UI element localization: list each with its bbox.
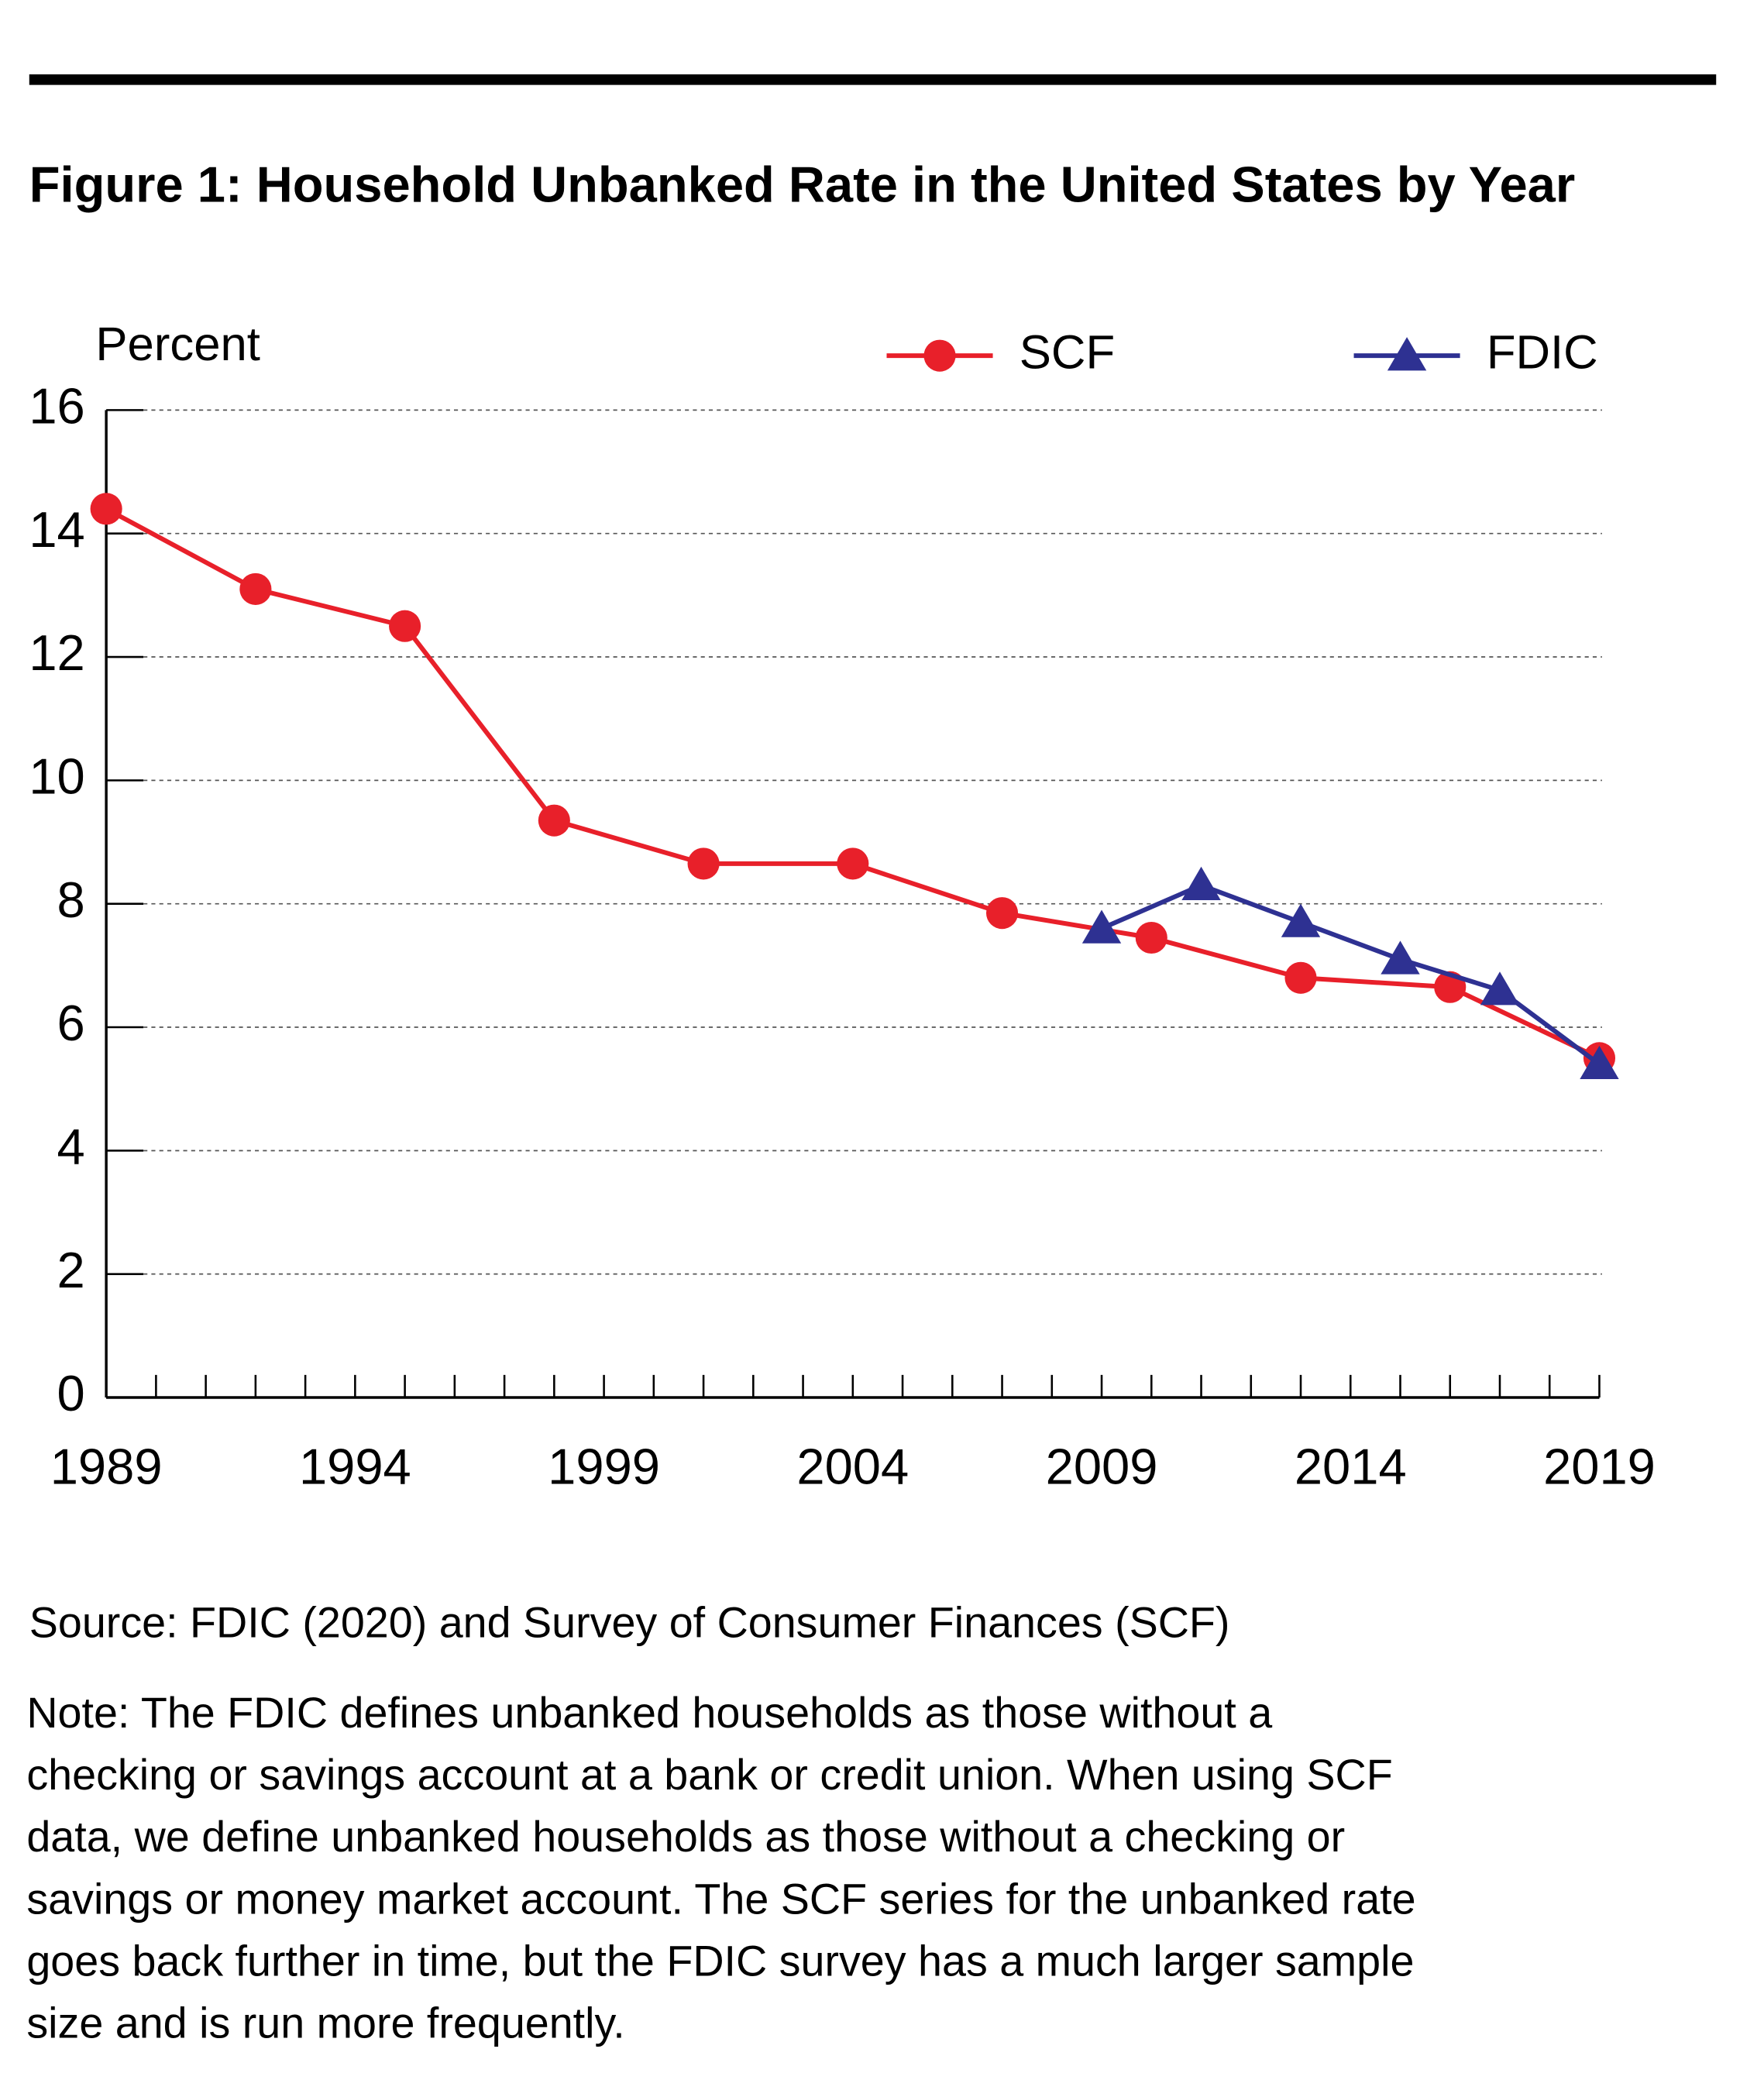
marker xyxy=(1480,971,1520,1006)
marker xyxy=(1181,866,1221,900)
y-axis-label: Percent xyxy=(95,318,260,371)
chart-title: Figure 1: Household Unbanked Rate in the… xyxy=(29,156,1575,212)
marker xyxy=(1081,909,1122,944)
y-tick-label: 2 xyxy=(57,1242,85,1298)
note-line: goes back further in time, but the FDIC … xyxy=(26,1937,1414,1985)
marker xyxy=(90,493,122,525)
x-tick-label: 1989 xyxy=(50,1438,163,1494)
x-tick-label: 2009 xyxy=(1046,1438,1158,1494)
x-tick-label: 1999 xyxy=(548,1438,660,1494)
y-tick-label: 6 xyxy=(57,995,85,1051)
marker xyxy=(1281,903,1321,937)
legend-marker xyxy=(1387,337,1427,371)
y-tick-label: 14 xyxy=(29,501,84,558)
marker xyxy=(1135,921,1167,954)
note-line: size and is run more frequently. xyxy=(26,1999,624,2047)
x-tick-label: 2014 xyxy=(1295,1438,1407,1494)
y-tick-label: 16 xyxy=(29,378,84,435)
source: Source: FDIC (2020) and Survey of Consum… xyxy=(29,1598,1230,1646)
y-tick-label: 8 xyxy=(57,871,85,928)
y-tick-label: 12 xyxy=(29,624,84,681)
series-line xyxy=(105,507,1601,1061)
series-line xyxy=(1100,882,1601,1067)
note-line: checking or savings account at a bank or… xyxy=(26,1751,1392,1799)
legend-label: SCF xyxy=(1020,325,1115,379)
marker xyxy=(1381,940,1420,975)
x-tick-label: 2019 xyxy=(1543,1438,1656,1494)
note-line: savings or money market account. The SCF… xyxy=(26,1875,1415,1923)
y-tick-label: 10 xyxy=(29,748,84,805)
y-tick-label: 0 xyxy=(57,1365,85,1422)
marker xyxy=(239,572,272,605)
marker xyxy=(985,897,1019,930)
note-line: Note: The FDIC defines unbanked househol… xyxy=(26,1689,1272,1737)
marker xyxy=(389,610,421,642)
y-tick-label: 4 xyxy=(57,1119,85,1175)
legend-label: FDIC xyxy=(1487,325,1598,379)
marker xyxy=(837,847,869,880)
marker xyxy=(687,847,720,880)
x-tick-label: 2004 xyxy=(796,1438,909,1494)
marker xyxy=(538,804,570,837)
marker xyxy=(1580,1045,1619,1079)
x-tick-label: 1994 xyxy=(299,1438,411,1494)
marker xyxy=(1284,961,1317,994)
legend-marker xyxy=(923,339,956,372)
note-line: data, we define unbanked households as t… xyxy=(26,1813,1345,1861)
